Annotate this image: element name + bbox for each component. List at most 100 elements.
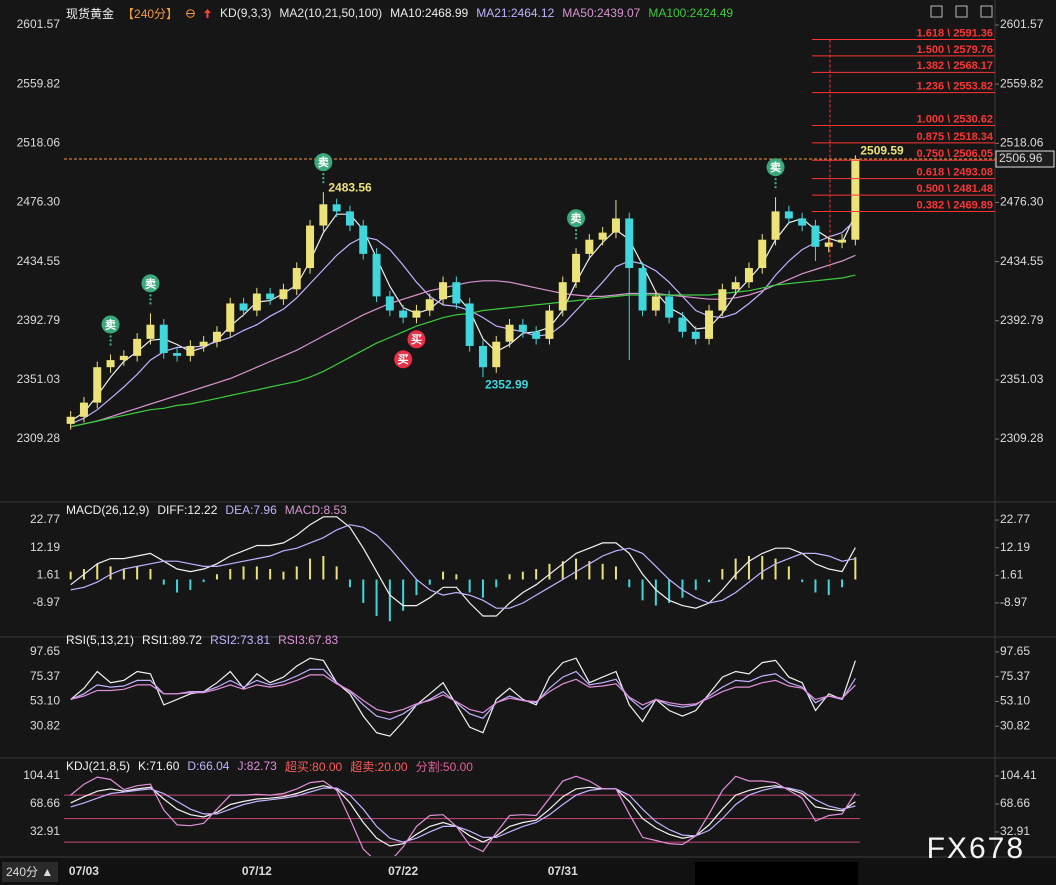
level-label: 超卖:20.00 xyxy=(350,759,408,774)
macd-bar xyxy=(362,579,365,603)
candle-body xyxy=(385,296,394,311)
macd-bar xyxy=(109,566,112,580)
panel-title: MACD(26,12,9) xyxy=(66,503,150,517)
toolbar-icons xyxy=(930,5,993,18)
macd-bar xyxy=(628,579,631,588)
y-tick-label-left: 2309.28 xyxy=(17,431,61,445)
macd-bar xyxy=(481,579,484,598)
candle-body xyxy=(173,353,182,356)
signal-label: 卖 xyxy=(318,155,329,169)
candle-body xyxy=(199,341,208,346)
buy-signal xyxy=(394,350,413,369)
fib-label: 1.000 \ 2530.62 xyxy=(917,113,993,125)
signal-dot xyxy=(574,229,578,232)
candle-body xyxy=(811,225,820,247)
candle-body xyxy=(611,218,620,233)
period-button[interactable] xyxy=(2,862,58,882)
candle-body xyxy=(758,239,767,269)
y-tick-label: 32.91 xyxy=(1000,824,1030,838)
macd-bar xyxy=(668,579,671,603)
candle-body xyxy=(79,402,88,417)
candle-body xyxy=(651,296,660,311)
macd-bar xyxy=(694,579,697,590)
macd-bar xyxy=(375,579,378,617)
period-label[interactable]: 【240分】 xyxy=(122,6,179,21)
zoom-out-icon[interactable] xyxy=(955,5,968,18)
candle-body xyxy=(718,289,727,311)
macd-bar xyxy=(428,579,431,585)
x-tick-label: 07/12 xyxy=(242,864,272,878)
buy-signal xyxy=(407,330,426,349)
panel-title: KDJ(21,8,5) xyxy=(66,759,131,773)
macd-bar xyxy=(176,579,179,593)
y-tick-label: 22.77 xyxy=(1000,512,1030,526)
candle-body xyxy=(851,159,860,240)
signal-dot xyxy=(774,182,777,185)
y-tick-label-left: 2559.82 xyxy=(17,76,61,90)
macd-bar xyxy=(734,558,737,580)
macd-bar xyxy=(601,563,604,580)
candle-body xyxy=(66,416,75,424)
fib-label: 0.500 \ 2481.48 xyxy=(917,183,993,195)
series-line xyxy=(70,668,856,721)
macd-bar xyxy=(548,563,551,580)
candle-body xyxy=(744,268,753,283)
macd-bar xyxy=(521,571,524,580)
signal-label: 卖 xyxy=(571,211,582,225)
price-annotation: 2509.59 xyxy=(860,143,904,157)
macd-bar xyxy=(282,571,285,580)
arrow-icon xyxy=(204,8,212,18)
fib-label: 0.618 \ 2493.08 xyxy=(917,167,993,179)
candle-body xyxy=(372,253,381,297)
fib-label: 1.236 \ 2553.82 xyxy=(917,81,993,93)
y-tick-label-left: 2518.06 xyxy=(17,135,61,149)
candle-body xyxy=(784,211,793,219)
candle-body xyxy=(518,324,527,332)
y-tick-label: 104.41 xyxy=(1000,768,1037,782)
zoom-icon[interactable] xyxy=(930,5,943,18)
indicator-label[interactable]: KD(9,3,3) xyxy=(220,6,272,20)
candle-body xyxy=(492,341,501,368)
signal-label: 买 xyxy=(398,353,409,366)
fib-label: 0.382 \ 2469.89 xyxy=(917,199,993,211)
signal-dot xyxy=(149,298,152,301)
sell-signal xyxy=(314,153,333,172)
candle-body xyxy=(319,204,328,226)
macd-bar xyxy=(189,579,192,590)
candle-body xyxy=(838,239,847,243)
panel-title: RSI(5,13,21) xyxy=(66,633,135,647)
period-footer[interactable]: 240分 ▲ xyxy=(6,865,53,879)
candle-body xyxy=(625,218,634,269)
settings-icon[interactable] xyxy=(980,5,993,18)
candle-body xyxy=(359,225,368,254)
candle-body xyxy=(279,289,288,300)
macd-bar xyxy=(535,569,538,580)
sell-signal xyxy=(766,158,785,177)
macd-bar xyxy=(348,579,351,588)
macd-bar xyxy=(747,555,750,580)
fib-label: 1.618 \ 2591.36 xyxy=(917,27,993,39)
series-line xyxy=(70,516,856,617)
price-annotation: 2352.99 xyxy=(485,377,529,391)
series-line xyxy=(70,254,856,428)
rsi-header: RSI(5,13,21) RSI1:89.72 RSI2:73.81 RSI3:… xyxy=(66,632,338,648)
candle-body xyxy=(399,310,408,318)
ma-group-label[interactable]: MA2(10,21,50,100) xyxy=(279,6,383,20)
macd-bar xyxy=(295,566,298,580)
y-tick-label-left: 30.82 xyxy=(30,718,60,732)
macd-bar xyxy=(761,555,764,580)
signal-label: 卖 xyxy=(770,160,781,174)
macd-bar xyxy=(335,566,338,580)
add-icon[interactable] xyxy=(186,8,195,18)
signal-dot xyxy=(322,176,325,180)
candle-body xyxy=(93,367,102,403)
candle-body xyxy=(705,310,714,339)
candle-body xyxy=(478,345,487,368)
macd-bar xyxy=(255,566,258,580)
y-tick-label-left: 68.66 xyxy=(30,796,60,810)
candle-body xyxy=(239,303,248,311)
candle-body xyxy=(332,204,341,212)
signal-dot xyxy=(774,186,777,189)
sell-signal xyxy=(567,209,586,228)
signal-dot xyxy=(109,343,112,346)
